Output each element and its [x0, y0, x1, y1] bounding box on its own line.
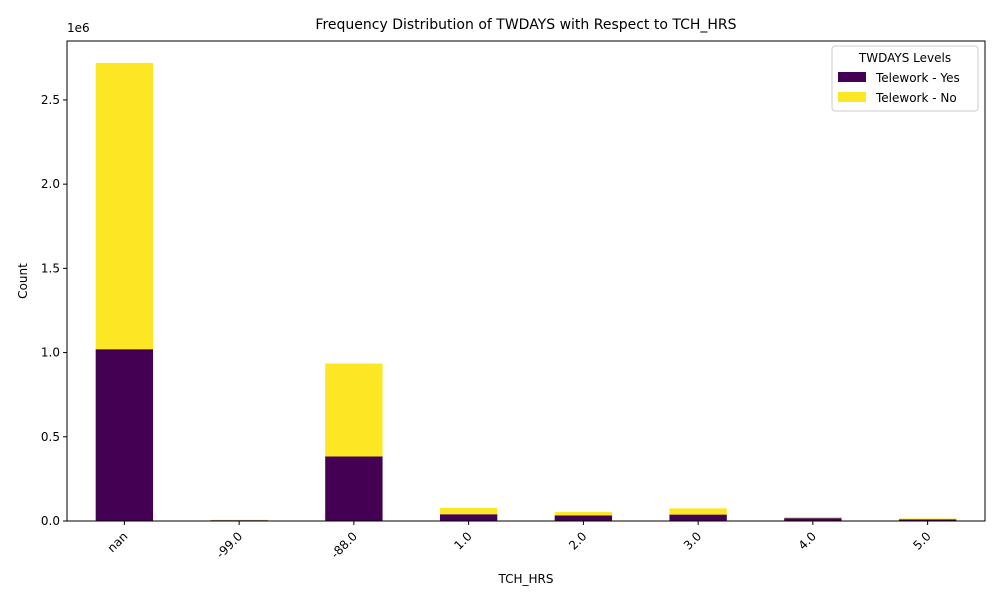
legend-label-yes: Telework - Yes	[875, 71, 960, 85]
legend-label-no: Telework - No	[875, 91, 957, 105]
x-tick-label-1: -99.0	[213, 529, 245, 561]
chart-title: Frequency Distribution of TWDAYS with Re…	[315, 17, 736, 33]
y-tick-label-1: 0.5	[41, 430, 60, 444]
x-tick-label-4: 2.0	[566, 529, 589, 552]
x-tick-label-5: 3.0	[681, 529, 704, 552]
legend-title: TWDAYS Levels	[858, 51, 951, 65]
bar-no-3	[439, 508, 498, 515]
y-tick-label-3: 1.5	[41, 261, 60, 275]
bar-yes-4	[554, 515, 613, 521]
bar-no-4	[554, 512, 613, 516]
bar-no-0	[95, 62, 154, 350]
x-tick-label-7: 5.0	[910, 529, 933, 552]
x-tick-label-6: 4.0	[796, 529, 819, 552]
x-tick-label-3: 1.0	[451, 529, 474, 552]
legend-swatch-no	[838, 92, 866, 102]
x-tick-label-0: nan	[105, 529, 131, 555]
y-axis-label: Count	[16, 263, 30, 299]
legend-box	[831, 45, 979, 112]
plot-area: nan -99.0 -88.0 1.0 2.0 3.0 4.0 5.0 0.0 0.5 1.0 1.5…	[41, 62, 957, 561]
y-tick-label-0: 0.0	[41, 514, 60, 528]
x-axis-label: TCH_HRS	[497, 572, 553, 586]
y-tick-label-4: 2.0	[41, 177, 60, 191]
bar-yes-7	[898, 519, 957, 521]
legend-swatch-yes	[838, 72, 866, 82]
plot-frame	[66, 40, 986, 522]
y-tick-label-5: 2.5	[41, 93, 60, 107]
x-tick-label-2: -88.0	[328, 529, 360, 561]
bar-no-2	[325, 363, 383, 457]
y-offset-label: 1e6	[67, 21, 90, 35]
legend: TWDAYS Levels Telework - Yes Telework - …	[831, 45, 979, 112]
bar-no-5	[669, 508, 727, 515]
bar-no-7	[898, 518, 957, 520]
bar-yes-5	[669, 514, 727, 521]
bar-yes-3	[439, 514, 498, 521]
bar-yes-0	[95, 349, 154, 521]
bar-yes-6	[784, 518, 842, 521]
bar-no-6	[784, 516, 842, 519]
y-tick-label-2: 1.0	[41, 346, 60, 360]
bar-yes-2	[325, 456, 383, 521]
